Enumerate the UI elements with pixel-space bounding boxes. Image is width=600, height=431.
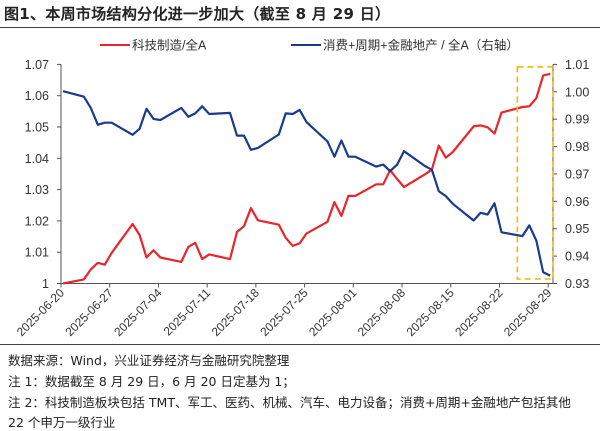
x-tick-label: 2025-06-20 [14,285,68,339]
x-tick-label: 2025-07-25 [257,285,311,339]
x-tick-label: 2025-08-15 [404,285,458,339]
left-tick-label: 1.05 [25,121,49,135]
note-1: 注 1：数据截至 8 月 29 日，6 月 20 日定基为 1； [8,371,295,390]
right-tick-label: 0.97 [565,167,589,181]
x-tick-label: 2025-08-01 [306,285,360,339]
right-tick-label: 0.99 [565,113,589,127]
left-tick-label: 1.04 [25,152,49,166]
source-note: 数据来源：Wind，兴业证券经济与金融研究院整理 [8,350,289,369]
series-group [63,74,550,284]
right-tick-label: 0.98 [565,140,589,154]
series-line-consumer [63,91,550,275]
left-tick-label: 1.03 [25,183,49,197]
x-tick-label: 2025-08-08 [355,285,409,339]
x-tick-label: 2025-07-18 [209,285,263,339]
right-tick-label: 1.01 [565,58,589,72]
right-axis-ticks: 1.01 1.00 0.99 0.98 0.97 0.96 0.95 0.94 0.93 [553,58,589,291]
left-tick-label: 1.06 [25,89,49,103]
right-tick-label: 1.00 [565,85,589,99]
note-2-line-2: 22 个申万一级行业 [8,412,115,431]
note-2-line-1: 注 2：科技制造板块包括 TMT、军工、医药、机械、汽车、电力设备；消费+周期+… [8,392,571,411]
left-tick-label: 1.07 [25,58,49,72]
legend-label-tech: 科技制造/全A [132,38,207,53]
right-tick-label: 0.96 [565,195,589,209]
series-line-tech [63,74,550,284]
legend: 科技制造/全A 消费+周期+金融地产 / 全A（右轴） [100,38,519,53]
x-tick-label: 2025-07-11 [161,285,214,338]
x-axis-ticks: 2025-06-202025-06-272025-07-042025-07-11… [14,284,555,340]
legend-label-consumer: 消费+周期+金融地产 / 全A（右轴） [323,38,519,53]
line-chart: 科技制造/全A 消费+周期+金融地产 / 全A（右轴） 1.07 1.06 1.05… [0,0,600,345]
right-tick-label: 0.93 [565,277,589,291]
right-tick-label: 0.95 [565,222,589,236]
x-tick-label: 2025-06-27 [63,285,117,339]
left-axis-ticks: 1.07 1.06 1.05 1.04 1.03 1.02 1.01 1 [25,58,61,291]
left-tick-label: 1.01 [25,246,49,260]
x-tick-label: 2025-08-22 [452,285,506,339]
x-tick-label: 2025-07-04 [111,285,165,339]
left-tick-label: 1 [42,277,49,291]
footer-divider [0,344,600,345]
right-tick-label: 0.94 [565,250,589,264]
left-tick-label: 1.02 [25,214,49,228]
axes [61,64,553,283]
x-tick-label: 2025-08-29 [501,285,555,339]
